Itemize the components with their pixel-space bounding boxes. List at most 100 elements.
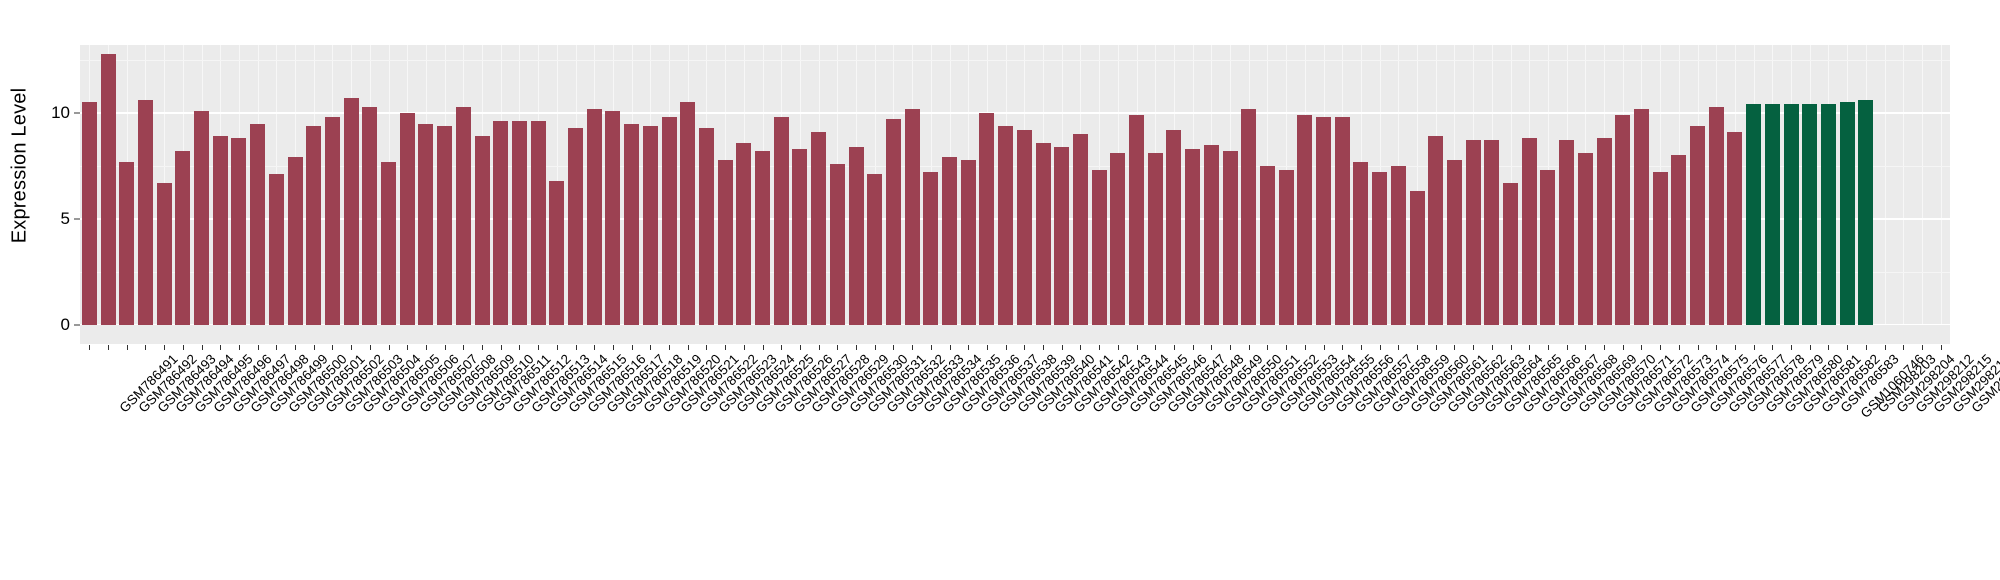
bar[interactable] [418, 123, 434, 325]
bar[interactable] [1203, 144, 1219, 325]
bar[interactable] [324, 117, 340, 325]
bar[interactable] [829, 163, 845, 325]
bar[interactable] [1633, 108, 1649, 325]
bar[interactable] [474, 136, 490, 325]
bar[interactable] [1166, 129, 1182, 325]
bar[interactable] [698, 127, 714, 325]
bar[interactable] [848, 146, 864, 325]
bar[interactable] [811, 131, 827, 325]
bar[interactable] [1241, 108, 1257, 325]
bar[interactable] [1147, 153, 1163, 325]
bar[interactable] [81, 102, 97, 325]
bar[interactable] [287, 157, 303, 325]
bar[interactable] [1297, 115, 1313, 325]
bar[interactable] [867, 174, 883, 325]
bar[interactable] [568, 127, 584, 325]
bar[interactable] [1054, 146, 1070, 325]
bar[interactable] [1072, 134, 1088, 325]
bar[interactable] [1035, 142, 1051, 325]
bar[interactable] [175, 151, 191, 325]
bar[interactable] [1129, 115, 1145, 325]
bar[interactable] [1484, 140, 1500, 325]
bar[interactable] [717, 159, 733, 325]
bar[interactable] [1278, 170, 1294, 325]
bar[interactable] [1503, 182, 1519, 325]
bar[interactable] [1839, 102, 1855, 325]
bar[interactable] [1521, 138, 1537, 325]
bar[interactable] [1353, 161, 1369, 325]
bar[interactable] [1820, 104, 1836, 325]
bar[interactable] [1690, 125, 1706, 325]
bar[interactable] [1222, 151, 1238, 325]
gridline-major [80, 217, 1950, 220]
bar[interactable] [1596, 138, 1612, 325]
bar[interactable] [306, 125, 322, 325]
bar[interactable] [250, 123, 266, 325]
bar[interactable] [1746, 104, 1762, 325]
bar[interactable] [1465, 140, 1481, 325]
bar[interactable] [1316, 117, 1332, 325]
bar[interactable] [1559, 140, 1575, 325]
bar[interactable] [680, 102, 696, 325]
bar[interactable] [755, 151, 771, 325]
bar[interactable] [1858, 100, 1874, 325]
bar[interactable] [942, 157, 958, 325]
bar[interactable] [231, 138, 247, 325]
bar[interactable] [736, 142, 752, 325]
bar[interactable] [792, 148, 808, 325]
bar[interactable] [904, 108, 920, 325]
bar[interactable] [493, 121, 509, 325]
bar[interactable] [1372, 172, 1388, 325]
bar[interactable] [137, 100, 153, 325]
bar[interactable] [642, 125, 658, 325]
bar[interactable] [1764, 104, 1780, 325]
bar[interactable] [1185, 148, 1201, 325]
bar[interactable] [1091, 170, 1107, 325]
bar[interactable] [1671, 155, 1687, 325]
x-tick-mark [500, 345, 502, 350]
bar[interactable] [343, 98, 359, 325]
bar[interactable] [1652, 172, 1668, 325]
bar[interactable] [119, 161, 135, 325]
bar[interactable] [194, 110, 210, 325]
bar[interactable] [1577, 153, 1593, 325]
bar[interactable] [530, 121, 546, 325]
bar[interactable] [885, 119, 901, 325]
bar[interactable] [362, 106, 378, 325]
bar[interactable] [1259, 165, 1275, 325]
gridline-vertical [1903, 45, 1905, 325]
bar[interactable] [923, 172, 939, 325]
bar[interactable] [586, 108, 602, 325]
x-tick-mark [89, 345, 91, 350]
bar[interactable] [399, 112, 415, 325]
bar[interactable] [960, 159, 976, 325]
bar[interactable] [381, 161, 397, 325]
bar[interactable] [1390, 165, 1406, 325]
bar[interactable] [624, 123, 640, 325]
bar[interactable] [1428, 136, 1444, 325]
bar[interactable] [268, 174, 284, 325]
bar[interactable] [549, 180, 565, 325]
bar[interactable] [1016, 129, 1032, 325]
bar[interactable] [156, 182, 172, 325]
bar[interactable] [1334, 117, 1350, 325]
bar[interactable] [605, 110, 621, 325]
bar[interactable] [773, 117, 789, 325]
bar[interactable] [1708, 106, 1724, 325]
bar[interactable] [1110, 153, 1126, 325]
bar[interactable] [437, 125, 453, 325]
bar[interactable] [212, 136, 228, 325]
bar[interactable] [511, 121, 527, 325]
bar[interactable] [455, 106, 471, 325]
bar[interactable] [1446, 159, 1462, 325]
bar[interactable] [661, 117, 677, 325]
bar[interactable] [1615, 115, 1631, 325]
bar[interactable] [1409, 191, 1425, 325]
bar[interactable] [1783, 104, 1799, 325]
bar[interactable] [998, 125, 1014, 325]
bar[interactable] [1727, 131, 1743, 325]
bar[interactable] [1540, 170, 1556, 325]
bar[interactable] [100, 53, 116, 325]
bar[interactable] [1802, 104, 1818, 325]
bar[interactable] [979, 112, 995, 325]
